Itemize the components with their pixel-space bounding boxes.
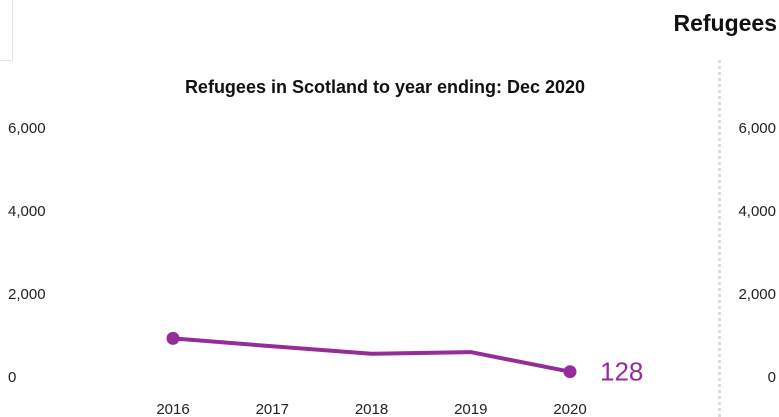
side-panel-y-tick-label: 4,000 (738, 203, 776, 220)
side-panel-y-tick-label: 6,000 (738, 120, 776, 137)
x-tick-label: 2016 (156, 401, 189, 417)
x-tick-label: 2017 (256, 401, 289, 417)
chart-title: Refugees in Scotland to year ending: Dec… (185, 77, 585, 97)
series-group: 128 (166, 331, 643, 387)
side-panel-y-axis-ticks: 6,000 4,000 2,000 0 (738, 120, 776, 386)
side-panel-title: Refugees (673, 10, 777, 36)
data-point-marker (166, 331, 180, 345)
x-tick-label: 2020 (553, 401, 586, 417)
y-tick-label: 0 (8, 369, 16, 386)
x-tick-label: 2018 (355, 401, 388, 417)
panel-divider (718, 60, 721, 417)
y-tick-label: 4,000 (8, 203, 46, 220)
data-point-marker (563, 365, 577, 379)
y-tick-label: 6,000 (8, 120, 46, 137)
side-panel-y-tick-label: 2,000 (738, 286, 776, 303)
y-tick-label: 2,000 (8, 286, 46, 303)
y-axis-ticks: 0 2,000 4,000 6,000 (8, 120, 46, 386)
x-tick-label: 2019 (454, 401, 487, 417)
side-panel-y-tick-label: 0 (768, 369, 776, 386)
series-line (171, 336, 572, 374)
panel-frame-corner (0, 0, 13, 61)
end-value-label: 128 (600, 357, 643, 387)
x-axis-ticks: 2016 2017 2018 2019 2020 (156, 401, 586, 417)
